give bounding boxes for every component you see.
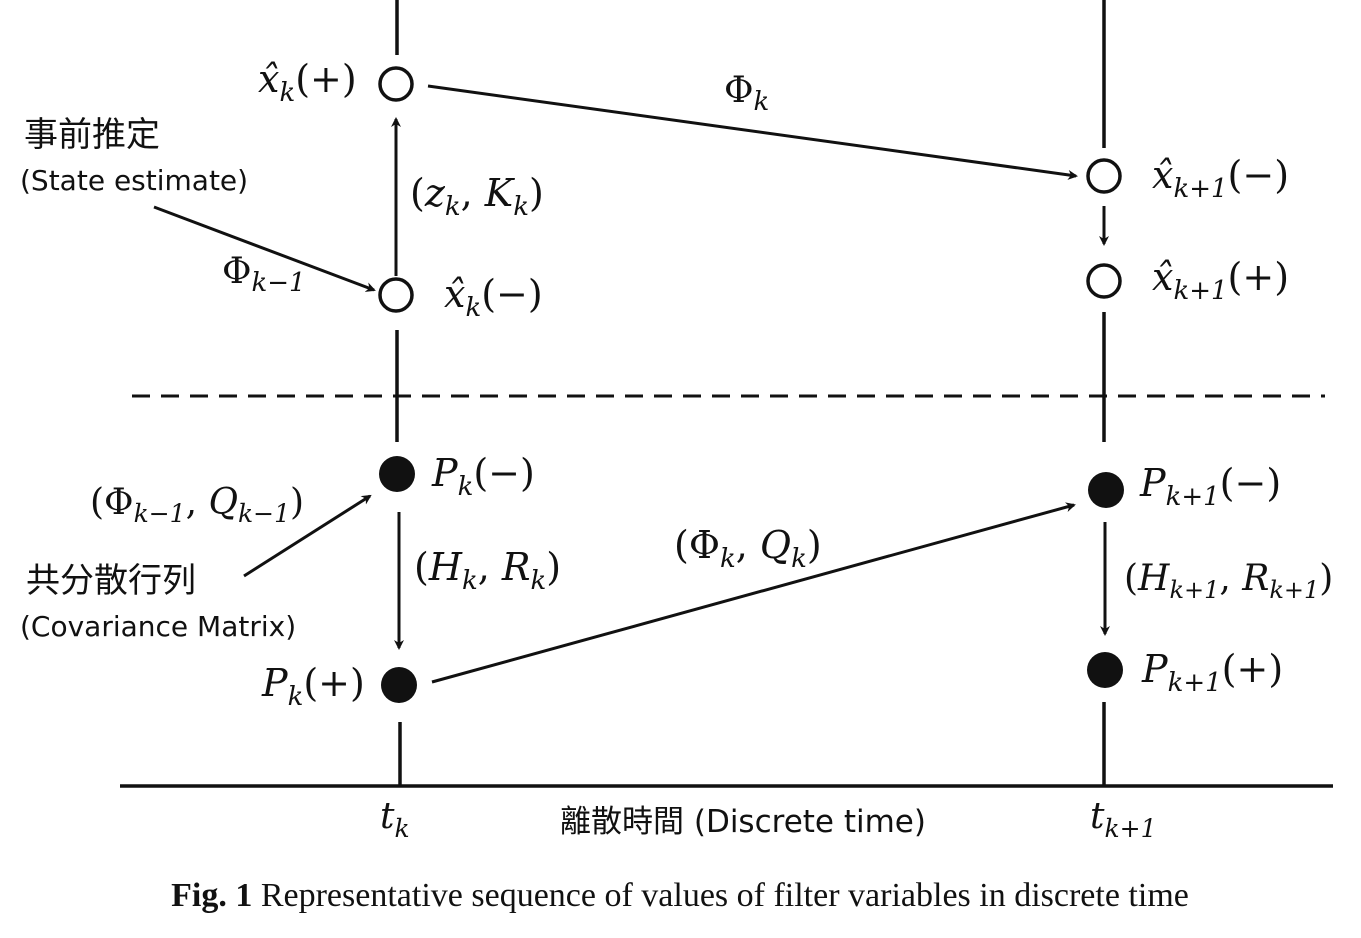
label-pk-plus: Pk(+) — [261, 661, 365, 712]
annotation-cov-en: (Covariance Matrix) — [20, 610, 296, 643]
timeline-tk — [395, 0, 402, 786]
label-hk-rk: (Hk, Rk) — [414, 545, 561, 596]
arrows — [153, 84, 1110, 684]
label-xk-minus: x̂k(−) — [444, 272, 543, 323]
arrow-state-estimate — [153, 205, 376, 292]
axis-label: 離散時間 (Discrete time) — [560, 804, 926, 840]
node-pk-plus — [381, 667, 417, 703]
node-pk1-plus — [1087, 652, 1123, 688]
tick-label-tk1: tk+1 — [1090, 796, 1156, 843]
arrow-phi-k — [427, 84, 1078, 180]
annotation-state-jp: 事前推定 — [24, 115, 160, 155]
label-phi-k: Φk — [724, 70, 769, 117]
label-pk-minus: Pk(−) — [431, 451, 535, 502]
node-xk-minus — [378, 277, 414, 313]
label-zk-Kk: (zk, Kk) — [410, 171, 544, 222]
arrow-phik-qk — [431, 502, 1076, 684]
annotation-state-en: (State estimate) — [20, 164, 248, 197]
label-phik-qk: (Φk, Qk) — [674, 523, 822, 574]
node-pk-minus — [379, 456, 415, 492]
node-xk1-plus — [1086, 263, 1122, 299]
label-hk1-rk1: (Hk+1, Rk+1) — [1124, 558, 1333, 604]
label-pk1-plus: Pk+1(+) — [1141, 647, 1283, 698]
node-pk1-minus — [1088, 472, 1124, 508]
label-xk-plus: x̂k(+) — [258, 57, 357, 108]
label-phi-km1: Φk−1 — [222, 251, 306, 298]
label-pk1-minus: Pk+1(−) — [1139, 461, 1281, 512]
nodes — [378, 66, 1124, 703]
tick-label-tk: tk — [380, 796, 410, 843]
arrow-covariance — [243, 494, 372, 578]
node-xk1-minus — [1086, 158, 1122, 194]
annotation-cov-jp: 共分散行列 — [26, 561, 196, 601]
label-xk1-minus: x̂k+1(−) — [1152, 153, 1289, 204]
label-xk1-plus: x̂k+1(+) — [1152, 255, 1289, 306]
label-phi-q-km1: (Φk−1, Qk−1) — [90, 482, 304, 528]
node-xk-plus — [378, 66, 414, 102]
figure-caption: Fig. 1 Representative sequence of values… — [171, 877, 1189, 914]
